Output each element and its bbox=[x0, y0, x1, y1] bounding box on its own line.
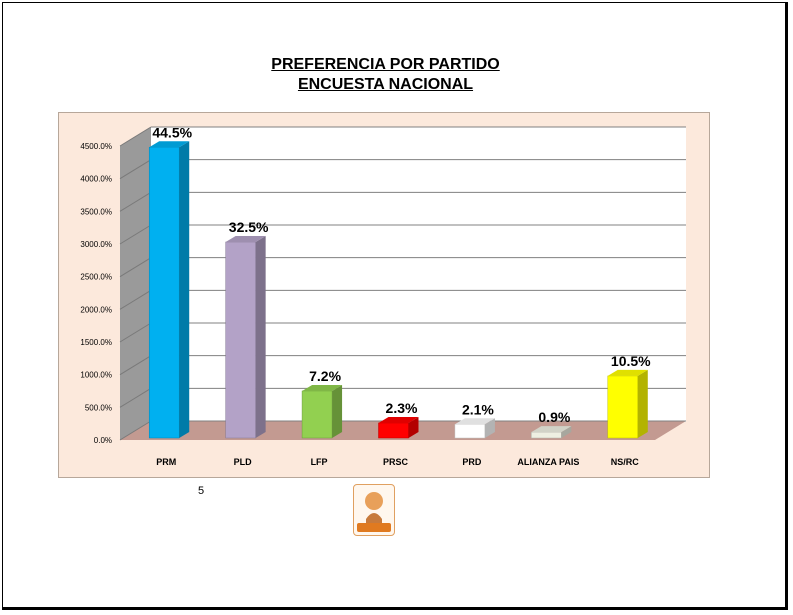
data-label: 10.5% bbox=[611, 353, 651, 369]
bar-top bbox=[149, 141, 190, 148]
y-tick-label: 0.0% bbox=[94, 436, 112, 445]
x-tick-label: PRD bbox=[462, 457, 482, 467]
chart-title: PREFERENCIA POR PARTIDO ENCUESTA NACIONA… bbox=[0, 55, 771, 95]
y-tick-label: 4000.0% bbox=[80, 175, 112, 184]
bar-side bbox=[484, 418, 495, 438]
bar-side bbox=[179, 141, 190, 438]
grid-line-diagonal bbox=[119, 257, 152, 278]
grid-line-diagonal bbox=[119, 191, 152, 212]
grid-line-diagonal bbox=[119, 126, 152, 147]
plot-side-wall bbox=[120, 127, 151, 440]
grid-line-diagonal bbox=[119, 420, 152, 441]
ideame-logo bbox=[353, 484, 395, 536]
bar-lfp bbox=[301, 390, 333, 439]
bar-prd bbox=[454, 424, 486, 439]
bar-prm bbox=[148, 147, 180, 439]
grid-line-diagonal bbox=[119, 224, 152, 245]
x-tick-label: PRM bbox=[156, 457, 176, 467]
bar-top bbox=[454, 418, 495, 425]
bar-top bbox=[378, 416, 419, 423]
bar-side bbox=[561, 426, 572, 438]
page-number: 5 bbox=[198, 485, 205, 497]
x-tick-label: LFP bbox=[311, 457, 328, 467]
x-tick-label: PLD bbox=[234, 457, 253, 467]
data-label: 7.2% bbox=[309, 368, 341, 384]
y-tick-label: 1000.0% bbox=[80, 371, 112, 380]
x-tick-label: NS/RC bbox=[611, 457, 640, 467]
data-label: 44.5% bbox=[152, 124, 192, 140]
bar-top bbox=[302, 384, 343, 391]
logo-figure-icon bbox=[357, 492, 391, 532]
data-label: 2.3% bbox=[386, 400, 418, 416]
chart-title-line-2: ENCUESTA NACIONAL bbox=[297, 76, 474, 93]
bar-side bbox=[408, 416, 419, 438]
grid-line-diagonal bbox=[119, 387, 152, 408]
bar-alianza-pais bbox=[531, 431, 562, 439]
bar-pld bbox=[225, 241, 256, 439]
bar-side bbox=[255, 236, 266, 438]
bar-top bbox=[531, 426, 572, 433]
bar-ns-rc bbox=[607, 375, 639, 439]
grid-line-diagonal bbox=[119, 159, 152, 180]
grid-line-diagonal bbox=[119, 322, 152, 343]
bar-top bbox=[607, 369, 648, 376]
bar-prsc bbox=[378, 422, 409, 439]
page-frame bbox=[2, 2, 788, 610]
y-tick-label: 3000.0% bbox=[80, 240, 112, 249]
grid-line-diagonal bbox=[119, 289, 152, 310]
y-tick-label: 2000.0% bbox=[80, 305, 112, 314]
bar-side bbox=[332, 384, 343, 438]
y-tick-label: 3500.0% bbox=[80, 207, 112, 216]
data-label: 2.1% bbox=[462, 401, 494, 417]
data-label: 32.5% bbox=[229, 219, 269, 235]
chart-title-line-1: PREFERENCIA POR PARTIDO bbox=[271, 56, 500, 73]
y-tick-label: 2500.0% bbox=[80, 273, 112, 282]
x-tick-label: ALIANZA PAIS bbox=[517, 457, 579, 467]
y-tick-label: 500.0% bbox=[85, 403, 112, 412]
data-label: 0.9% bbox=[538, 409, 570, 425]
grid-line-diagonal bbox=[119, 355, 152, 376]
x-tick-label: PRSC bbox=[383, 457, 409, 467]
bar-side bbox=[637, 369, 648, 438]
y-tick-label: 1500.0% bbox=[80, 338, 112, 347]
bar-top bbox=[225, 236, 266, 242]
y-tick-label: 4500.0% bbox=[80, 142, 112, 151]
